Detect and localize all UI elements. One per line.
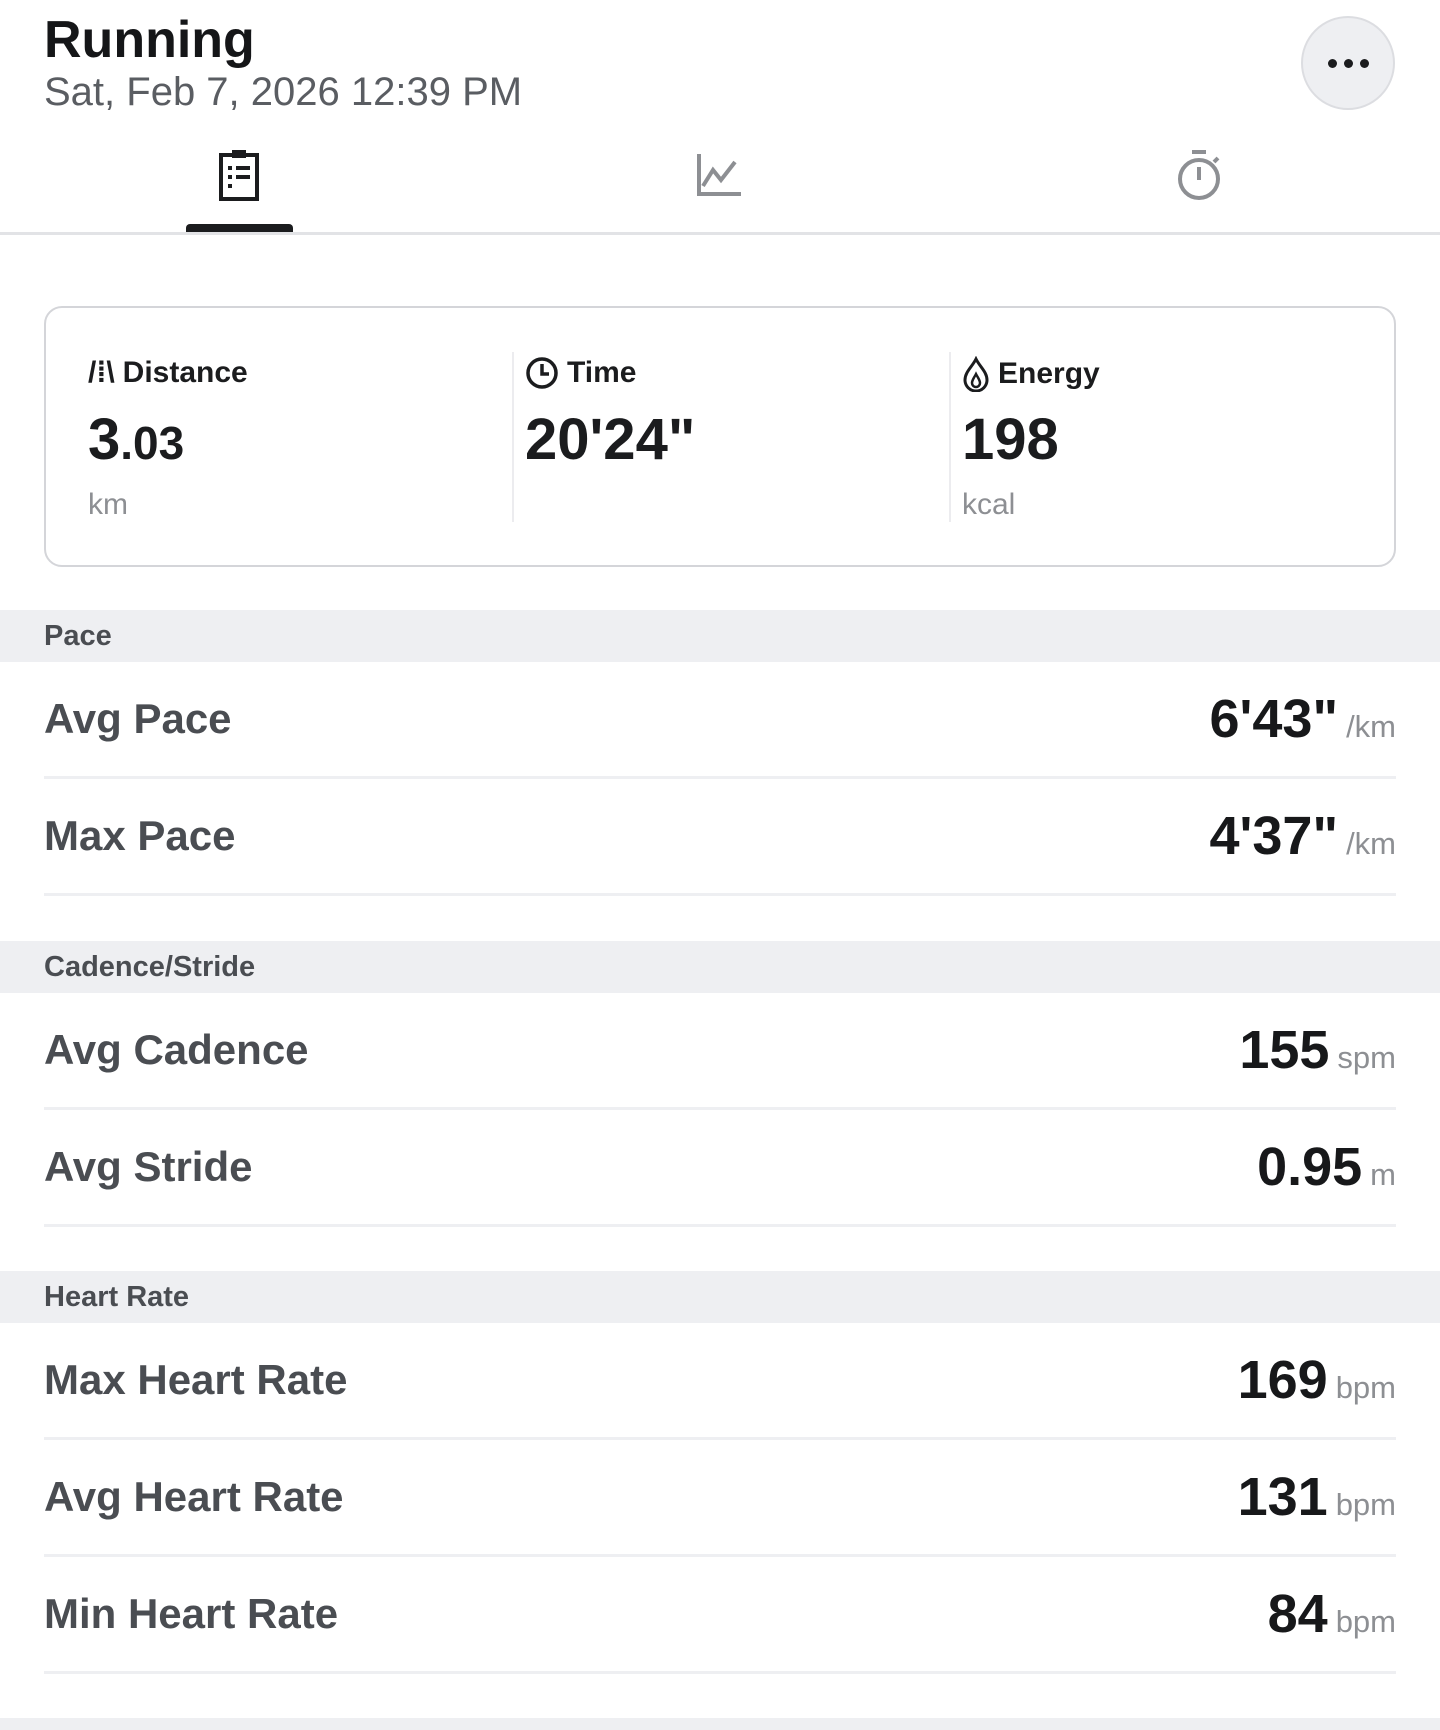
- stat-label: Max Heart Rate: [44, 1356, 348, 1403]
- stat-value: 169: [1237, 1350, 1328, 1410]
- distance-value: 3.03: [88, 406, 184, 473]
- section-header: Cadence/Stride: [0, 941, 1440, 993]
- active-tab-indicator: [186, 224, 293, 233]
- tab-charts[interactable]: [679, 140, 759, 210]
- clock-icon: [526, 357, 558, 389]
- section-cadence-stride: Cadence/Stride Avg Cadence 155 spm Avg Str…: [0, 941, 1440, 1227]
- stat-value: 155: [1239, 1020, 1330, 1080]
- stat-unit: bpm: [1335, 1487, 1396, 1522]
- stat-label: Max Pace: [44, 812, 236, 859]
- stat-value: 0.95: [1257, 1137, 1363, 1197]
- stat-unit: /km: [1346, 826, 1396, 861]
- energy-unit: kcal: [962, 488, 1016, 521]
- stat-unit: spm: [1337, 1040, 1396, 1075]
- stat-value: 4'37": [1209, 806, 1339, 866]
- stat-row: Max Pace 4'37"/km: [44, 779, 1396, 896]
- stat-unit: m: [1370, 1157, 1396, 1192]
- stat-label: Avg Cadence: [44, 1026, 309, 1073]
- section-header: Pace: [0, 610, 1440, 662]
- stat-label: Avg Pace: [44, 695, 232, 742]
- stat-row: Min Heart Rate 84 bpm: [44, 1557, 1396, 1674]
- energy-label: Energy: [998, 357, 1100, 390]
- distance-int: 3: [88, 407, 121, 472]
- stat-row: Avg Heart Rate 131 bpm: [44, 1440, 1396, 1557]
- stat-unit: /km: [1346, 709, 1396, 744]
- line-chart-icon: [697, 154, 741, 196]
- page-title: Running: [44, 11, 255, 69]
- stat-label: Min Heart Rate: [44, 1590, 339, 1637]
- stopwatch-icon: [1178, 150, 1220, 200]
- stat-unit: bpm: [1335, 1370, 1396, 1405]
- stat-row: Avg Stride 0.95 m: [44, 1110, 1396, 1227]
- time-label: Time: [567, 356, 637, 389]
- stat-row: Avg Cadence 155 spm: [44, 993, 1396, 1110]
- activity-datetime: Sat, Feb 7, 2026 12:39 PM: [44, 70, 523, 114]
- divider: [512, 352, 514, 522]
- stat-value: 6'43": [1209, 689, 1339, 749]
- stat-label: Avg Stride: [44, 1143, 253, 1190]
- section-heart-rate: Heart Rate Max Heart Rate 169 bpm Avg Hear…: [0, 1271, 1440, 1674]
- distance-unit: km: [88, 488, 128, 521]
- tab-laps[interactable]: [1159, 140, 1239, 210]
- tab-summary[interactable]: [199, 140, 279, 210]
- more-horizontal-icon: [1327, 58, 1369, 68]
- tab-divider: [0, 232, 1440, 235]
- summary-card: /⁞\ Distance 3.03 km Time 20'24" Energy 1…: [44, 306, 1396, 567]
- stat-unit: bpm: [1335, 1604, 1396, 1639]
- divider: [949, 352, 951, 522]
- flame-icon: [963, 356, 989, 392]
- next-section-header: [0, 1718, 1440, 1730]
- time-value: 20'24": [525, 407, 696, 472]
- stat-row: Avg Pace 6'43"/km: [44, 662, 1396, 779]
- energy-value: 198: [962, 407, 1059, 472]
- more-options-button[interactable]: [1301, 16, 1395, 110]
- clipboard-icon: [219, 150, 259, 201]
- stat-value: 84: [1267, 1584, 1328, 1644]
- road-icon: /⁞\: [88, 356, 115, 389]
- section-header: Heart Rate: [0, 1271, 1440, 1323]
- distance-dec: .03: [120, 417, 185, 469]
- distance-label: Distance: [122, 356, 248, 389]
- stat-label: Avg Heart Rate: [44, 1473, 344, 1520]
- section-pace: Pace Avg Pace 6'43"/km Max Pace 4'37"/km: [0, 610, 1440, 896]
- stat-row: Max Heart Rate 169 bpm: [44, 1323, 1396, 1440]
- stat-value: 131: [1237, 1467, 1328, 1527]
